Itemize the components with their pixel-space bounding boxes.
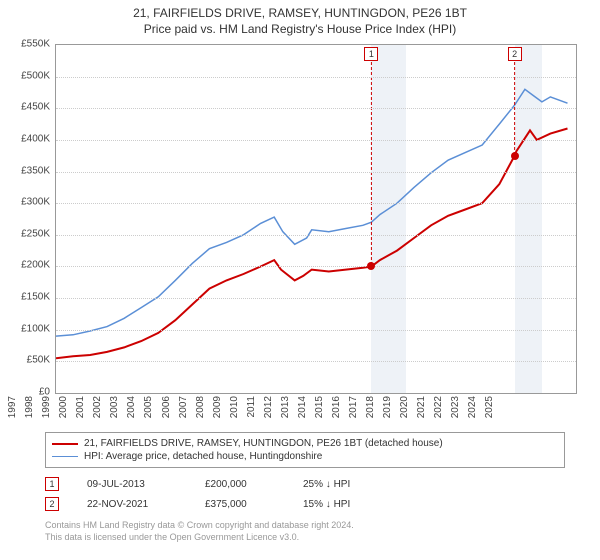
y-tick-label: £250K: [0, 228, 50, 239]
y-tick-label: £550K: [0, 39, 50, 50]
legend-label: HPI: Average price, detached house, Hunt…: [84, 451, 322, 462]
transaction-date: 22-NOV-2021: [87, 499, 177, 510]
gridline: [56, 77, 576, 78]
gridline: [56, 266, 576, 267]
chart-container: 21, FAIRFIELDS DRIVE, RAMSEY, HUNTINGDON…: [0, 0, 600, 560]
transactions-table: 1 09-JUL-2013 £200,000 25% ↓ HPI 2 22-NOV-202…: [45, 474, 363, 514]
marker-label: 2: [508, 47, 522, 61]
series-property: [56, 129, 568, 359]
gridline: [56, 108, 576, 109]
gridline: [56, 203, 576, 204]
y-tick-label: £150K: [0, 292, 50, 303]
legend-swatch: [52, 443, 78, 445]
transaction-marker: 2: [45, 497, 59, 511]
y-tick-label: £400K: [0, 133, 50, 144]
transaction-pct: 25% ↓ HPI: [303, 479, 363, 490]
gridline: [56, 140, 576, 141]
transaction-price: £200,000: [205, 479, 275, 490]
transaction-row: 2 22-NOV-2021 £375,000 15% ↓ HPI: [45, 494, 363, 514]
marker-dot: [367, 262, 375, 270]
transaction-date: 09-JUL-2013: [87, 479, 177, 490]
legend-box: 21, FAIRFIELDS DRIVE, RAMSEY, HUNTINGDON…: [45, 432, 565, 468]
y-tick-label: £350K: [0, 165, 50, 176]
transaction-pct: 15% ↓ HPI: [303, 499, 363, 510]
y-tick-label: £50K: [0, 355, 50, 366]
gridline: [56, 330, 576, 331]
series-hpi: [56, 89, 568, 336]
gridline: [56, 361, 576, 362]
transaction-marker: 1: [45, 477, 59, 491]
legend-swatch: [52, 456, 78, 457]
legend-label: 21, FAIRFIELDS DRIVE, RAMSEY, HUNTINGDON…: [84, 438, 443, 449]
x-tick-label: 2025: [484, 396, 600, 418]
legend-item: HPI: Average price, detached house, Hunt…: [52, 450, 558, 463]
gridline: [56, 298, 576, 299]
line-svg: [56, 45, 576, 393]
plot-area: 12: [55, 44, 577, 394]
gridline: [56, 235, 576, 236]
marker-label: 1: [364, 47, 378, 61]
y-tick-label: £450K: [0, 102, 50, 113]
chart-subtitle: Price paid vs. HM Land Registry's House …: [0, 20, 600, 42]
gridline: [56, 172, 576, 173]
transaction-row: 1 09-JUL-2013 £200,000 25% ↓ HPI: [45, 474, 363, 494]
transaction-price: £375,000: [205, 499, 275, 510]
y-tick-label: £200K: [0, 260, 50, 271]
y-tick-label: £100K: [0, 323, 50, 334]
footer-line-2: This data is licensed under the Open Gov…: [45, 532, 354, 544]
footer-text: Contains HM Land Registry data © Crown c…: [45, 520, 354, 543]
legend-item: 21, FAIRFIELDS DRIVE, RAMSEY, HUNTINGDON…: [52, 437, 558, 450]
marker-dot: [511, 152, 519, 160]
y-tick-label: £300K: [0, 197, 50, 208]
chart-title: 21, FAIRFIELDS DRIVE, RAMSEY, HUNTINGDON…: [0, 0, 600, 20]
y-tick-label: £500K: [0, 70, 50, 81]
footer-line-1: Contains HM Land Registry data © Crown c…: [45, 520, 354, 532]
